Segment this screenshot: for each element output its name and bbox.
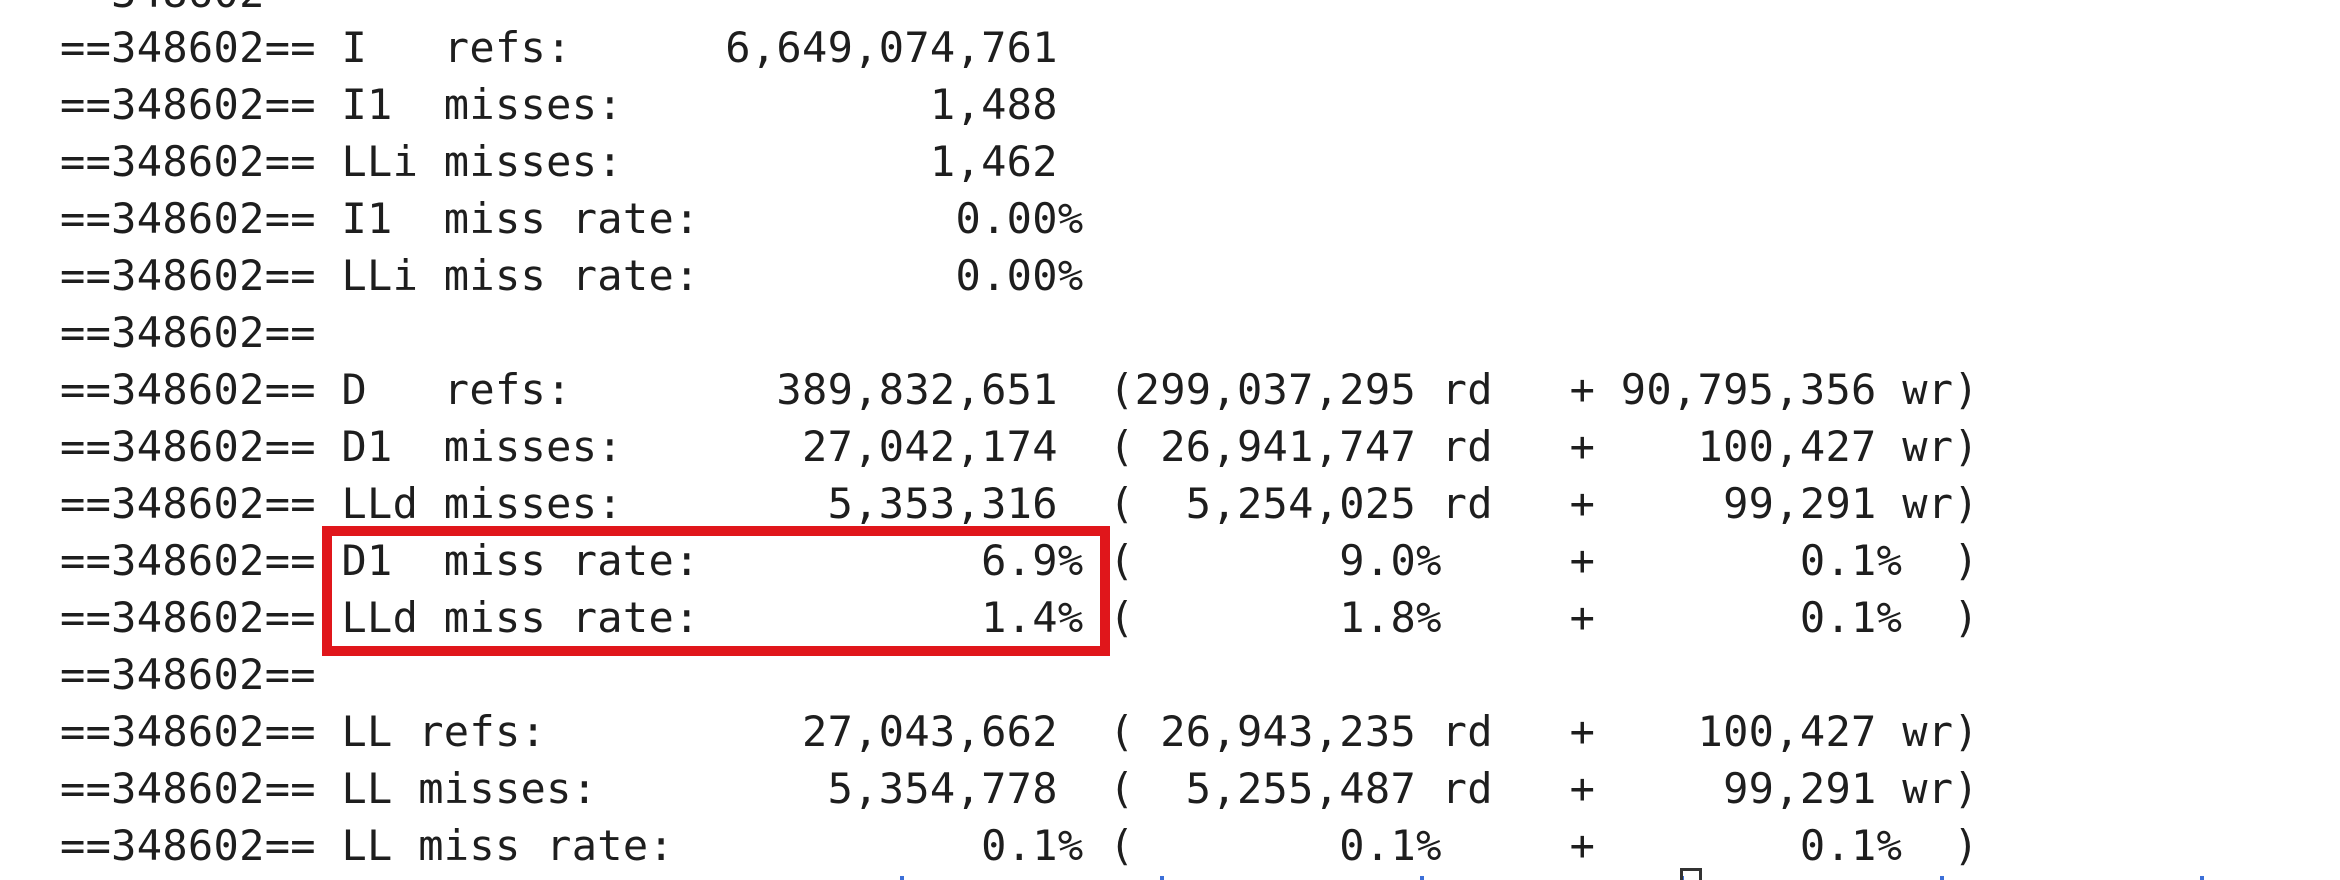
terminal-line-i-refs: ==348602== I refs: 6,649,074,761 [0,19,2340,76]
terminal-line-text: 348602 [60,0,265,21]
terminal-line-d-refs: ==348602== D refs: 389,832,651 (299,037,… [0,361,2340,418]
terminal-line-text: ==348602== D1 misses: 27,042,174 ( 26,94… [60,422,1979,471]
terminal-line-text: ==348602== [60,308,316,357]
terminal-line-text: ==348602== I1 miss rate: 0.00% [60,194,1084,243]
terminal-line-text: ==348602== [60,650,316,699]
terminal-line-text: ==348602== LL misses: 5,354,778 ( 5,255,… [60,764,1979,813]
terminal-line-ll-misses: ==348602== LL misses: 5,354,778 ( 5,255,… [0,760,2340,817]
terminal-line-ll-miss-rate: ==348602== LL miss rate: 0.1% ( 0.1% + 0… [0,817,2340,874]
terminal-line-d1-miss-rate: ==348602== D1 miss rate: 6.9% ( 9.0% + 0… [0,532,2340,589]
terminal-line-text: ==348602== D1 miss rate: 6.9% ( 9.0% + 0… [60,536,1979,585]
terminal-line-text: ==348602== LLi miss rate: 0.00% [60,251,1084,300]
terminal-line-d1-misses: ==348602== D1 misses: 27,042,174 ( 26,94… [0,418,2340,475]
terminal-line-text: ==348602== LLd misses: 5,353,316 ( 5,254… [60,479,1979,528]
terminal-line-text: ==348602== LLd miss rate: 1.4% ( 1.8% + … [60,593,1979,642]
terminal-line-lli-miss-rate: ==348602== LLi miss rate: 0.00% [0,247,2340,304]
terminal-line-i1-misses: ==348602== I1 misses: 1,488 [0,76,2340,133]
terminal-line-blank: ==348602== [0,646,2340,703]
terminal-line-text: ==348602== D refs: 389,832,651 (299,037,… [60,365,1979,414]
terminal-line-fragment: 348602 [0,0,2340,21]
terminal-line-blank: ==348602== [0,304,2340,361]
terminal-line-text: ==348602== I refs: 6,649,074,761 [60,23,1058,72]
terminal-line-text: ==348602== LL refs: 27,043,662 ( 26,943,… [60,707,1979,756]
terminal-line-lld-miss-rate: ==348602== LLd miss rate: 1.4% ( 1.8% + … [0,589,2340,646]
terminal-line-text: ==348602== LL miss rate: 0.1% ( 0.1% + 0… [60,821,1979,870]
terminal-line-text: ==348602== I1 misses: 1,488 [60,80,1058,129]
terminal-line-text: ==348602== LLi misses: 1,462 [60,137,1058,186]
terminal-line-lli-misses: ==348602== LLi misses: 1,462 [0,133,2340,190]
terminal-line-ll-refs: ==348602== LL refs: 27,043,662 ( 26,943,… [0,703,2340,760]
partial-next-line-marks [900,876,2300,880]
terminal-line-i1-miss-rate: ==348602== I1 miss rate: 0.00% [0,190,2340,247]
terminal-line-lld-misses: ==348602== LLd misses: 5,353,316 ( 5,254… [0,475,2340,532]
terminal-cursor [1680,868,1702,880]
